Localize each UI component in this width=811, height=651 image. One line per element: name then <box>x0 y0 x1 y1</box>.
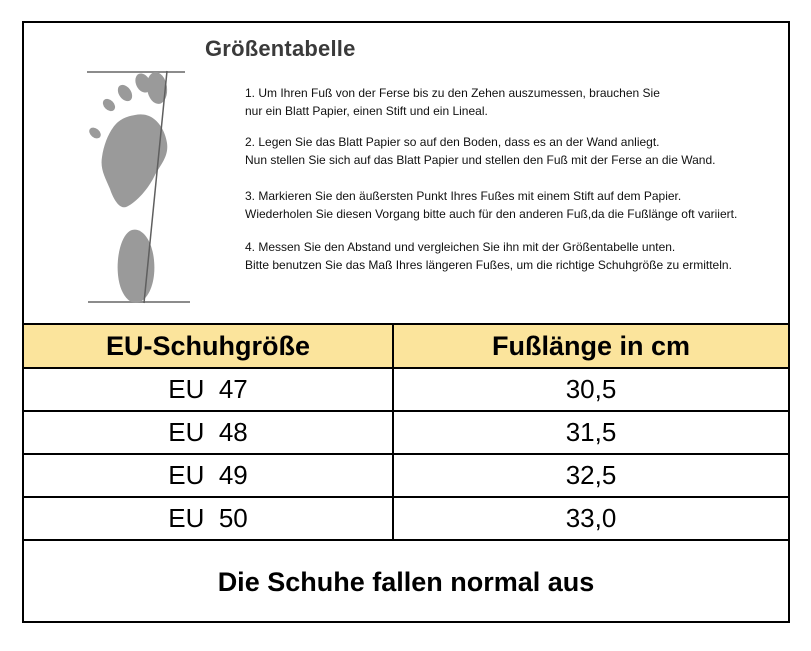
column-header-foot-length: Fußlänge in cm <box>392 323 788 369</box>
fit-note-row: Die Schuhe fallen normal aus <box>24 539 788 623</box>
eu-size-value: EU 48 <box>24 410 394 455</box>
footprint-heel <box>117 229 155 303</box>
instruction-step-2: 2. Legen Sie das Blatt Papier so auf den… <box>245 135 716 167</box>
table-row: EU 50 33,0 <box>24 496 788 541</box>
table-row: EU 48 31,5 <box>24 410 788 455</box>
table-row: EU 47 30,5 <box>24 367 788 412</box>
footprint-toe <box>117 84 133 102</box>
instruction-step-1: 1. Um Ihren Fuß von der Ferse bis zu den… <box>245 86 660 118</box>
footprint-toe <box>135 73 151 93</box>
foot-length-value: 32,5 <box>392 453 788 498</box>
foot-length-value: 30,5 <box>392 367 788 412</box>
footprint-little-toe <box>89 127 101 139</box>
eu-size-value: EU 49 <box>24 453 394 498</box>
instruction-step-3: 3. Markieren Sie den äußersten Punkt Ihr… <box>245 189 738 221</box>
size-table-header-row: EU-Schuhgröße Fußlänge in cm <box>24 323 788 369</box>
fit-note: Die Schuhe fallen normal aus <box>24 539 788 623</box>
instruction-step-4: 4. Messen Sie den Abstand und vergleiche… <box>245 240 732 272</box>
footprint-ball <box>101 114 168 208</box>
size-guide-sheet: Größentabelle 1. Um Ihren Fuß von der Fe… <box>22 21 790 623</box>
foot-length-value: 31,5 <box>392 410 788 455</box>
column-header-eu-size: EU-Schuhgröße <box>24 323 394 369</box>
table-row: EU 49 32,5 <box>24 453 788 498</box>
eu-size-value: EU 47 <box>24 367 394 412</box>
foot-length-value: 33,0 <box>392 496 788 541</box>
eu-size-value: EU 50 <box>24 496 394 541</box>
footprint-toe <box>102 98 116 112</box>
footprint-big-toe <box>146 72 168 104</box>
size-table: EU-Schuhgröße Fußlänge in cm EU 47 30,5 … <box>24 323 788 623</box>
measurement-line <box>143 70 168 304</box>
page-title: Größentabelle <box>205 36 356 61</box>
footprint-measurement-diagram <box>87 70 190 304</box>
measuring-instructions-section: Größentabelle 1. Um Ihren Fuß von der Fe… <box>24 23 788 323</box>
